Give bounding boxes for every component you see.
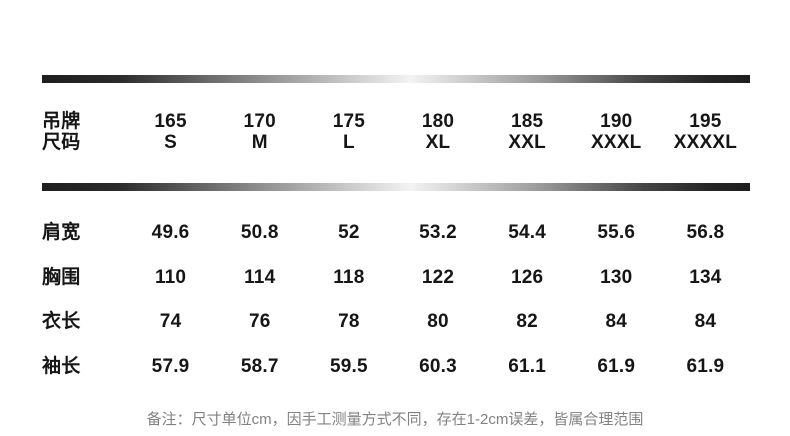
header-label-line-2: 尺码 <box>42 132 81 153</box>
header-label-line-1: 吊牌 <box>42 111 81 132</box>
cell-value: 61.1 <box>508 356 547 377</box>
cell-value: 114 <box>244 267 276 288</box>
size-code: XXXL <box>591 132 642 153</box>
cell-value: 76 <box>248 311 271 332</box>
row-label: 胸围 <box>42 267 81 288</box>
height-value: 165 <box>154 111 187 132</box>
divider-bar-top <box>42 75 750 83</box>
cell-value: 78 <box>338 311 360 332</box>
size-column-header-s: 165 S <box>126 111 215 153</box>
size-code: XL <box>425 132 451 153</box>
size-column-header-xl: 180 XL <box>393 111 482 153</box>
cell-value: 122 <box>421 267 455 288</box>
cell-value: 57.9 <box>151 356 190 377</box>
size-chart-header-row: 吊牌 尺码 165 S 170 M 175 L 180 XL 185 XXL 1… <box>42 111 750 153</box>
height-value: 185 <box>510 111 544 132</box>
cell-value: 58.7 <box>240 356 279 377</box>
table-row-chest: 胸围 110 114 118 122 126 130 134 <box>42 265 750 291</box>
cell-value: 110 <box>154 267 187 288</box>
height-value: 170 <box>243 111 276 132</box>
header-label-tag-size: 吊牌 尺码 <box>42 111 126 153</box>
size-code: S <box>164 132 177 153</box>
size-column-header-m: 170 M <box>215 111 304 153</box>
size-code: XXXXL <box>673 132 738 153</box>
row-label: 袖长 <box>42 356 81 377</box>
cell-value: 54.4 <box>508 222 547 243</box>
size-code: M <box>251 132 268 153</box>
cell-value: 60.3 <box>419 356 457 377</box>
height-value: 190 <box>600 111 633 132</box>
cell-value: 82 <box>516 311 538 332</box>
table-row-garment-length: 衣长 74 76 78 80 82 84 84 <box>42 309 750 335</box>
size-column-header-xxl: 185 XXL <box>483 111 572 153</box>
cell-value: 84 <box>694 311 717 332</box>
size-code: L <box>342 132 355 153</box>
cell-value: 61.9 <box>597 356 636 377</box>
cell-value: 53.2 <box>419 222 457 243</box>
cell-value: 55.6 <box>597 222 636 243</box>
cell-value: 49.6 <box>151 222 190 243</box>
size-column-header-xxxl: 190 XXXL <box>572 111 661 153</box>
size-column-header-l: 175 L <box>304 111 393 153</box>
cell-value: 80 <box>427 311 449 332</box>
cell-value: 118 <box>333 267 365 288</box>
size-code: XXL <box>508 132 546 153</box>
cell-value: 84 <box>605 311 628 332</box>
measurement-note: 备注：尺寸单位cm，因手工测量方式不同，存在1-2cm误差，皆属合理范围 <box>146 411 644 428</box>
cell-value: 130 <box>600 267 633 288</box>
row-label: 肩宽 <box>42 222 81 243</box>
cell-value: 59.5 <box>329 356 368 377</box>
cell-value: 126 <box>510 267 544 288</box>
height-value: 180 <box>421 111 455 132</box>
height-value: 175 <box>332 111 365 132</box>
cell-value: 74 <box>159 311 182 332</box>
cell-value: 52 <box>338 222 360 243</box>
cell-value: 61.9 <box>686 356 725 377</box>
cell-value: 56.8 <box>686 222 725 243</box>
table-row-sleeve-length: 袖长 57.9 58.7 59.5 60.3 61.1 61.9 61.9 <box>42 354 750 380</box>
table-row-shoulder-width: 肩宽 49.6 50.8 52 53.2 54.4 55.6 56.8 <box>42 220 750 246</box>
size-column-header-xxxxl: 195 XXXXL <box>661 111 750 153</box>
row-label: 衣长 <box>42 311 81 332</box>
cell-value: 134 <box>689 267 722 288</box>
divider-bar-header <box>42 183 750 191</box>
cell-value: 50.8 <box>240 222 279 243</box>
height-value: 195 <box>689 111 722 132</box>
